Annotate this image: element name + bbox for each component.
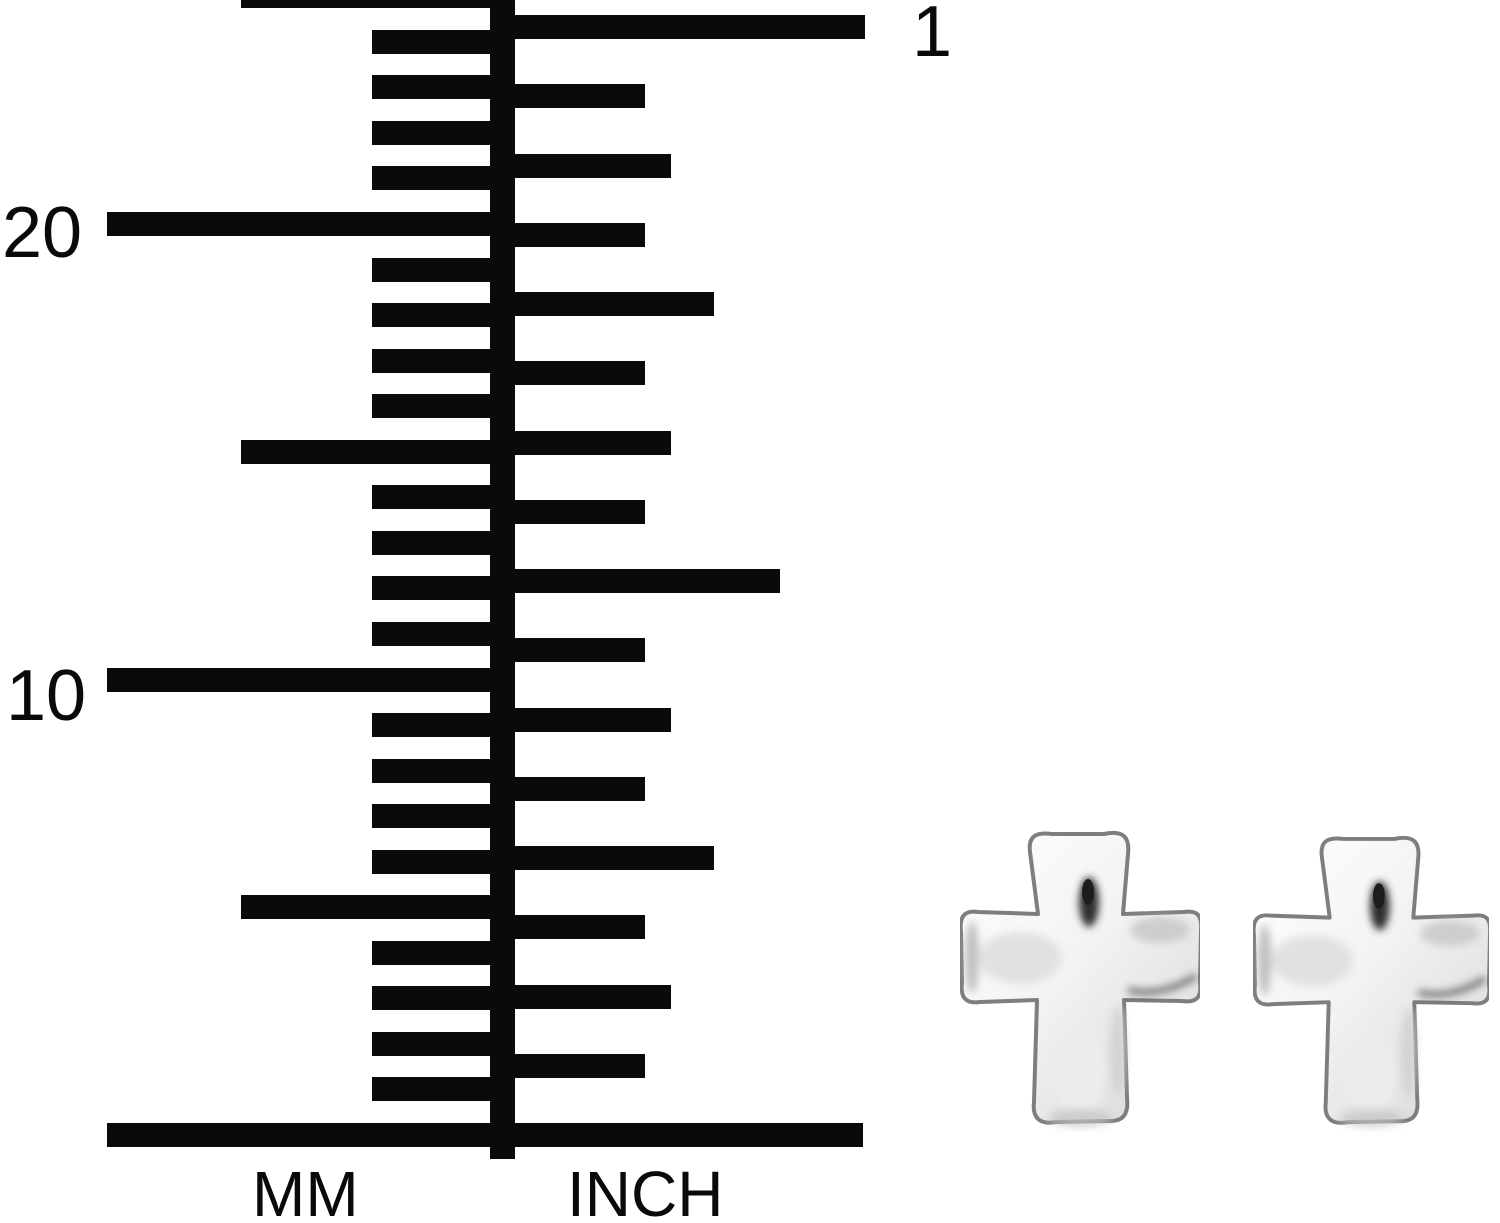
mm-tick-19 [372,257,515,282]
inch-tick-12-16 [490,292,714,316]
inch-tick-6-16 [490,707,671,732]
inch-tick-15-16 [490,84,645,109]
mm-tick-7 [372,804,515,829]
inch-tick-3-16 [490,915,645,940]
inch-tick-14-16 [490,153,671,178]
inch-tick-9-16 [490,499,645,524]
inch-tick-label-1: 1 [912,0,953,72]
mm-tick-2 [372,1031,515,1056]
mm-tick-16 [372,394,515,419]
mm-tick-label-10: 10 [6,656,87,736]
mm-tick-label-20: 20 [2,193,83,273]
cross-earring-left-icon [960,826,1200,1136]
inch-tick-11-16 [490,361,645,386]
mm-tick-5 [241,895,515,920]
inch-tick-2-16 [490,984,671,1009]
inch-tick-16-16 [490,15,865,39]
mm-tick-25 [241,0,515,9]
inch-tick-4-16 [490,846,714,870]
mm-tick-15 [241,439,515,464]
mm-tick-22 [372,120,515,145]
inch-tick-7-16 [490,638,645,663]
inch-tick-10-16 [490,430,671,455]
mm-tick-10 [107,667,515,692]
mm-tick-1 [372,1077,515,1102]
inch-tick-13-16 [490,222,645,247]
inch-axis-label: INCH [567,1158,724,1223]
inch-tick-5-16 [490,776,645,801]
inch-tick-1-16 [490,1053,645,1078]
cross-earring-right-icon [1253,831,1489,1136]
ruler-baseline [107,1123,863,1147]
inch-tick-8-16 [490,569,780,593]
mm-tick-4 [372,940,515,965]
mm-tick-20 [107,212,515,236]
mm-tick-13 [372,530,515,555]
mm-axis-label: MM [252,1158,359,1223]
